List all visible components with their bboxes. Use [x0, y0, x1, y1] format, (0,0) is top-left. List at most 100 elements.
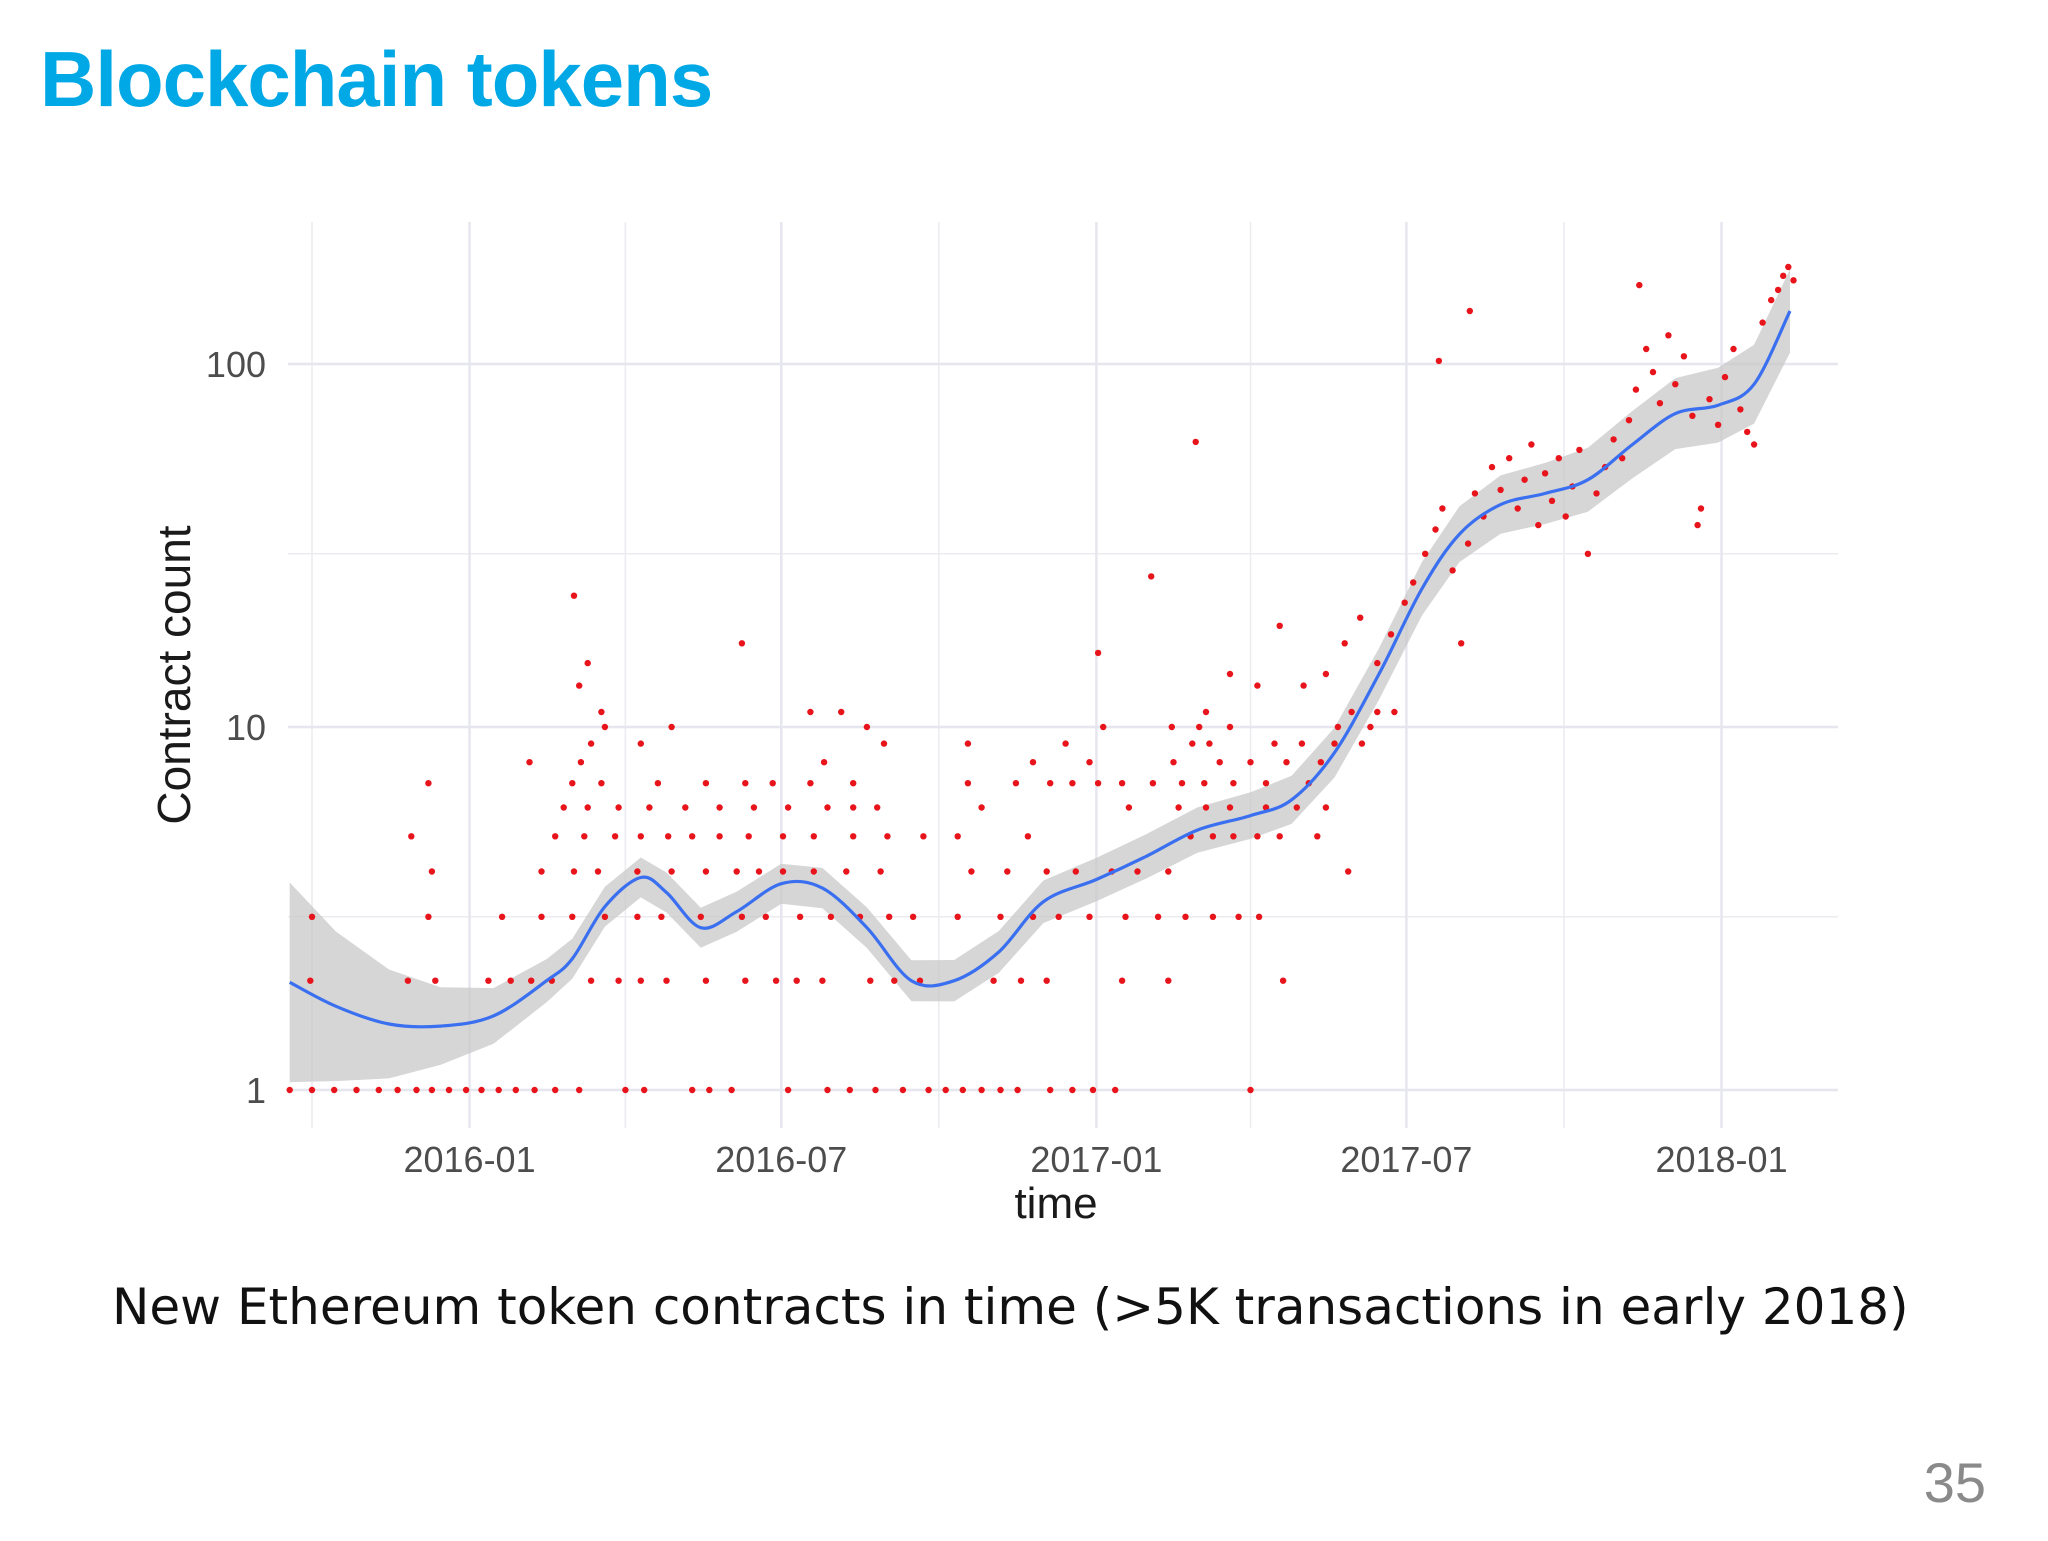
data-point	[1636, 281, 1643, 289]
data-point	[978, 1086, 985, 1094]
data-point	[1548, 497, 1556, 504]
data-point	[1276, 833, 1283, 840]
data-point	[997, 913, 1004, 920]
data-point	[425, 913, 432, 920]
data-point	[1576, 446, 1583, 454]
data-point	[1689, 412, 1696, 419]
data-point	[1149, 780, 1157, 787]
data-point	[886, 913, 893, 920]
data-point	[1768, 296, 1775, 304]
data-point	[738, 640, 746, 647]
data-point	[1165, 977, 1172, 984]
data-point	[1439, 505, 1446, 512]
data-point	[755, 868, 763, 875]
data-point	[1410, 579, 1417, 586]
data-point	[1555, 455, 1563, 462]
data-point	[1283, 759, 1290, 766]
data-point	[1047, 780, 1054, 787]
y-axis-label: Contract count	[148, 525, 200, 824]
data-point	[485, 977, 492, 984]
data-point	[1619, 455, 1626, 462]
data-point	[428, 868, 436, 875]
data-point	[1449, 567, 1456, 574]
data-point	[824, 804, 831, 811]
data-point	[413, 1086, 420, 1094]
data-point	[867, 977, 874, 984]
data-point	[1125, 804, 1133, 811]
data-point	[702, 868, 710, 875]
data-point	[738, 913, 746, 920]
data-point	[880, 740, 888, 747]
data-point	[353, 1086, 360, 1094]
data-point	[1226, 670, 1234, 678]
data-point	[1154, 913, 1162, 920]
data-point	[702, 780, 710, 787]
data-point	[1435, 357, 1443, 365]
data-point	[1345, 868, 1352, 875]
data-point	[1331, 740, 1338, 747]
data-point	[1357, 614, 1364, 621]
data-point	[641, 1086, 648, 1094]
data-point	[942, 1086, 949, 1094]
data-point	[1521, 476, 1528, 483]
data-point	[716, 833, 723, 840]
data-point	[1610, 436, 1617, 443]
data-point	[1374, 659, 1381, 667]
data-point	[1293, 804, 1301, 811]
data-point	[1072, 868, 1080, 875]
data-point	[1625, 417, 1633, 424]
data-point	[1089, 1086, 1097, 1094]
data-point	[784, 804, 792, 811]
data-point	[824, 1086, 831, 1094]
data-point	[762, 913, 769, 920]
data-points	[286, 263, 1797, 1094]
data-point	[1593, 490, 1600, 497]
data-point	[689, 1086, 696, 1094]
data-point	[1182, 913, 1189, 920]
data-point	[1175, 804, 1182, 811]
data-point	[1358, 740, 1366, 747]
confidence-band-area	[289, 269, 1791, 1083]
data-point	[601, 913, 609, 920]
data-point	[1029, 759, 1037, 766]
data-point	[1094, 649, 1102, 657]
data-point	[1774, 286, 1782, 294]
data-point	[1262, 804, 1270, 811]
data-point	[920, 833, 927, 840]
data-point	[286, 1086, 293, 1094]
data-point	[1017, 977, 1025, 984]
data-point	[891, 977, 898, 984]
x-tick-label: 2016-01	[403, 1139, 535, 1180]
data-point	[1714, 421, 1722, 428]
data-point	[1697, 505, 1705, 512]
data-point	[1680, 353, 1688, 360]
data-point	[978, 804, 985, 811]
data-point	[1672, 381, 1679, 388]
data-point	[1348, 708, 1355, 716]
data-point	[1317, 759, 1325, 766]
data-point	[959, 1086, 966, 1094]
data-point	[1276, 622, 1283, 629]
data-point	[462, 1086, 470, 1094]
data-point	[1780, 272, 1787, 279]
data-point	[1209, 913, 1217, 920]
data-point	[584, 804, 591, 811]
data-point	[581, 833, 588, 840]
data-point	[587, 740, 595, 747]
data-point	[404, 977, 412, 984]
data-point	[909, 913, 917, 920]
data-point	[560, 804, 567, 811]
data-point	[1466, 307, 1474, 315]
data-point	[615, 977, 622, 984]
data-point	[654, 780, 662, 787]
data-point	[1209, 833, 1217, 840]
data-point	[576, 1086, 583, 1094]
data-point	[584, 659, 591, 667]
y-tick-label: 100	[206, 344, 266, 385]
data-point	[1785, 263, 1792, 271]
slide-caption: New Ethereum token contracts in time (>5…	[112, 1278, 1909, 1336]
data-point	[587, 977, 595, 984]
data-point	[1043, 868, 1050, 875]
data-point	[665, 833, 672, 840]
